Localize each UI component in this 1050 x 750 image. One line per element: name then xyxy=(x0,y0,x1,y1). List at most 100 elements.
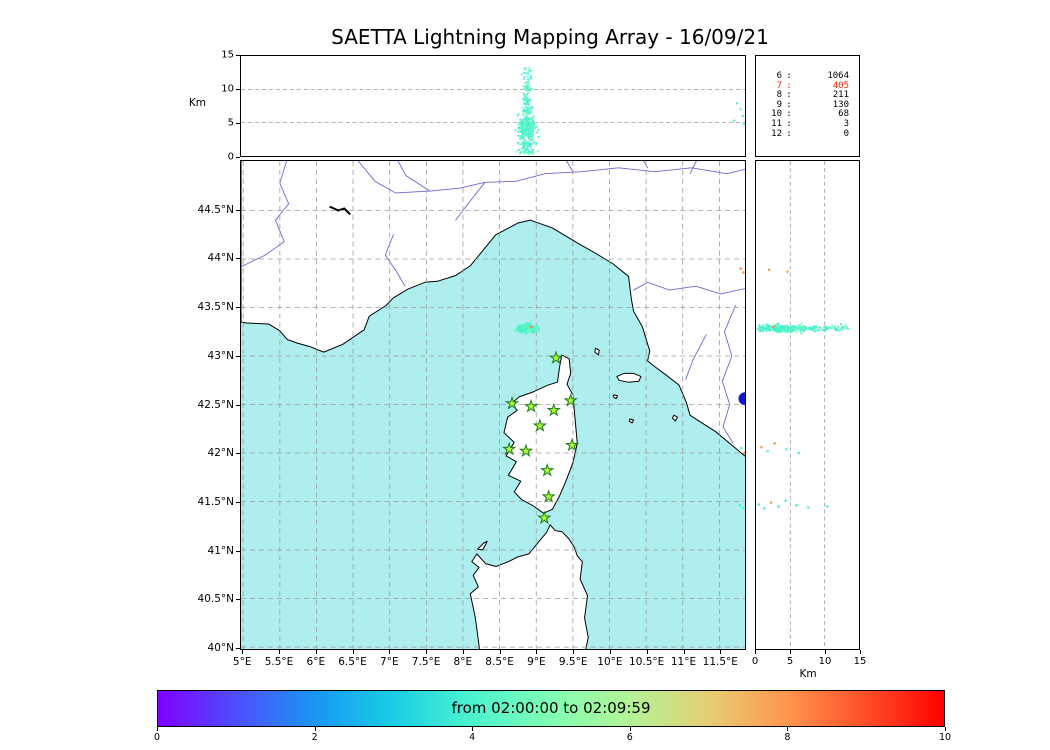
legend-row: 7: 405 xyxy=(764,80,853,92)
map-lat-tick xyxy=(236,648,240,650)
map-plot xyxy=(241,161,745,649)
top-altitude-tick-label: 0 xyxy=(227,151,234,163)
top-altitude-tick xyxy=(236,123,240,124)
lma-station-star xyxy=(546,402,561,417)
altitude-latitude-panel xyxy=(755,160,860,650)
legend-station-number: 6 xyxy=(776,71,782,81)
legend-station-number: 11 xyxy=(771,118,782,129)
map-lon-tick-label: 7.5°E xyxy=(411,656,441,668)
map-lon-tick xyxy=(352,650,354,654)
top-altitude-tick-label: 15 xyxy=(221,49,234,61)
colorbar-tick-label: 4 xyxy=(469,732,476,743)
map-lat-tick-label: 44.5°N xyxy=(197,203,234,216)
legend-row: 11: 3 xyxy=(764,118,853,130)
colorbar-tick xyxy=(629,727,631,731)
map-lat-tick-label: 44°N xyxy=(207,252,234,265)
colorbar-tick xyxy=(787,727,789,731)
right-altitude-tick xyxy=(755,650,756,654)
lma-station-star xyxy=(523,398,539,413)
right-altitude-tick-label: 10 xyxy=(818,656,832,667)
map-panel xyxy=(240,160,746,650)
map-lon-tick xyxy=(426,650,428,654)
colorbar-tick-label: 8 xyxy=(784,732,791,743)
map-lon-tick xyxy=(609,650,611,654)
legend-source-count: 0 xyxy=(843,128,849,139)
altitude-latitude-plot xyxy=(757,161,850,649)
colorbar-tick-label: 10 xyxy=(938,732,952,743)
map-lon-tick-label: 6.5°E xyxy=(338,656,367,668)
map-lat-tick xyxy=(236,550,240,552)
colorbar-tick xyxy=(157,727,158,731)
map-lat-tick-label: 43.5°N xyxy=(197,301,234,314)
map-lat-tick xyxy=(236,258,240,260)
map-lon-tick-label: 11°E xyxy=(670,656,697,668)
legend-colon: : xyxy=(786,71,792,81)
top-panel-km-axis-label: Km xyxy=(188,97,206,109)
lma-station-star xyxy=(504,395,520,410)
map-lat-tick-label: 40.5°N xyxy=(197,593,234,606)
map-lat-tick-label: 43°N xyxy=(207,349,234,362)
legend-colon: : xyxy=(786,99,792,110)
map-lon-tick-label: 9.5°E xyxy=(558,656,588,668)
right-altitude-tick-label: 15 xyxy=(853,656,867,667)
legend-source-count: 130 xyxy=(832,99,849,110)
right-altitude-tick xyxy=(790,650,791,654)
right-altitude-tick xyxy=(825,650,826,654)
top-altitude-tick-label: 5 xyxy=(227,117,234,129)
map-lat-tick xyxy=(236,307,240,309)
top-altitude-tick xyxy=(236,55,240,56)
legend-colon: : xyxy=(786,109,792,120)
legend-station-number: 9 xyxy=(776,99,782,110)
map-lat-tick xyxy=(236,453,240,455)
map-lon-tick xyxy=(279,650,280,654)
colorbar-tick xyxy=(314,727,316,731)
map-lat-tick-label: 42.5°N xyxy=(197,398,234,411)
map-lon-tick-label: 10.5°E xyxy=(629,656,665,668)
colorbar-tick-label: 2 xyxy=(311,732,318,743)
map-lat-tick xyxy=(236,501,240,503)
legend-colon: : xyxy=(786,90,792,101)
altitude-longitude-panel xyxy=(240,55,746,157)
map-lon-tick-label: 8°E xyxy=(453,656,473,668)
lma-station-star xyxy=(532,418,548,433)
map-lat-tick xyxy=(236,599,240,601)
figure-title: SAETTA Lightning Mapping Array - 16/09/2… xyxy=(331,25,769,49)
legend-row: 10: 68 xyxy=(764,110,853,120)
right-panel-km-axis-label: Km xyxy=(799,668,817,680)
legend-station-number: 12 xyxy=(771,128,782,139)
legend-row: 6: 1064 xyxy=(764,71,853,82)
map-lat-tick xyxy=(236,209,240,211)
map-lon-tick-label: 5°E xyxy=(232,656,252,668)
map-lon-tick xyxy=(499,650,501,654)
top-altitude-tick-label: 10 xyxy=(221,83,234,95)
colorbar-tick-label: 0 xyxy=(153,732,161,743)
legend-colon: : xyxy=(786,80,792,91)
lma-station-star xyxy=(563,393,578,407)
legend-source-count: 3 xyxy=(843,118,849,129)
altitude-longitude-plot xyxy=(241,67,745,156)
lma-station-star xyxy=(540,462,555,477)
map-lat-tick-label: 42°N xyxy=(207,447,234,460)
colorbar-tick xyxy=(472,727,474,731)
top-altitude-tick xyxy=(236,157,240,158)
map-lat-tick-label: 40°N xyxy=(207,642,234,655)
legend-station-number: 8 xyxy=(776,90,782,101)
legend-colon: : xyxy=(786,128,792,139)
legend-row: 9: 130 xyxy=(764,99,853,111)
lma-station-star xyxy=(548,350,564,365)
legend-source-count: 1064 xyxy=(827,71,849,81)
map-lon-tick xyxy=(573,650,575,654)
map-lon-tick xyxy=(315,650,317,654)
map-lon-tick-label: 6°E xyxy=(306,656,326,668)
flash-blue-marker xyxy=(738,392,745,406)
lma-station-star xyxy=(541,489,556,503)
map-lon-tick xyxy=(462,650,464,654)
right-altitude-tick-label: 5 xyxy=(786,656,794,667)
map-lon-tick-label: 11.5°E xyxy=(702,656,738,668)
time-colorbar: from 02:00:00 to 02:09:59 xyxy=(157,690,945,727)
station-counts-panel: 6: 1064 7: 405 8: 211 9: 130 10: 68 11: 3 12: 0 xyxy=(755,55,860,157)
lma-station-star xyxy=(501,441,517,456)
map-lon-tick xyxy=(683,650,685,654)
map-lon-tick xyxy=(242,650,244,654)
